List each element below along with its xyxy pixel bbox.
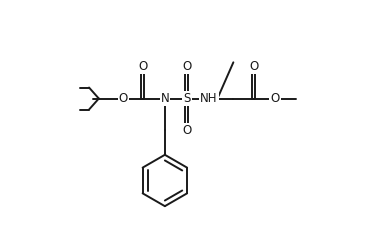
Text: O: O — [249, 60, 258, 73]
Text: N: N — [161, 92, 169, 105]
Text: O: O — [119, 92, 128, 105]
Text: O: O — [138, 60, 147, 73]
Text: S: S — [183, 92, 191, 105]
Text: O: O — [270, 92, 279, 105]
Text: O: O — [182, 124, 191, 137]
Text: NH: NH — [200, 92, 218, 105]
Text: O: O — [182, 60, 191, 73]
